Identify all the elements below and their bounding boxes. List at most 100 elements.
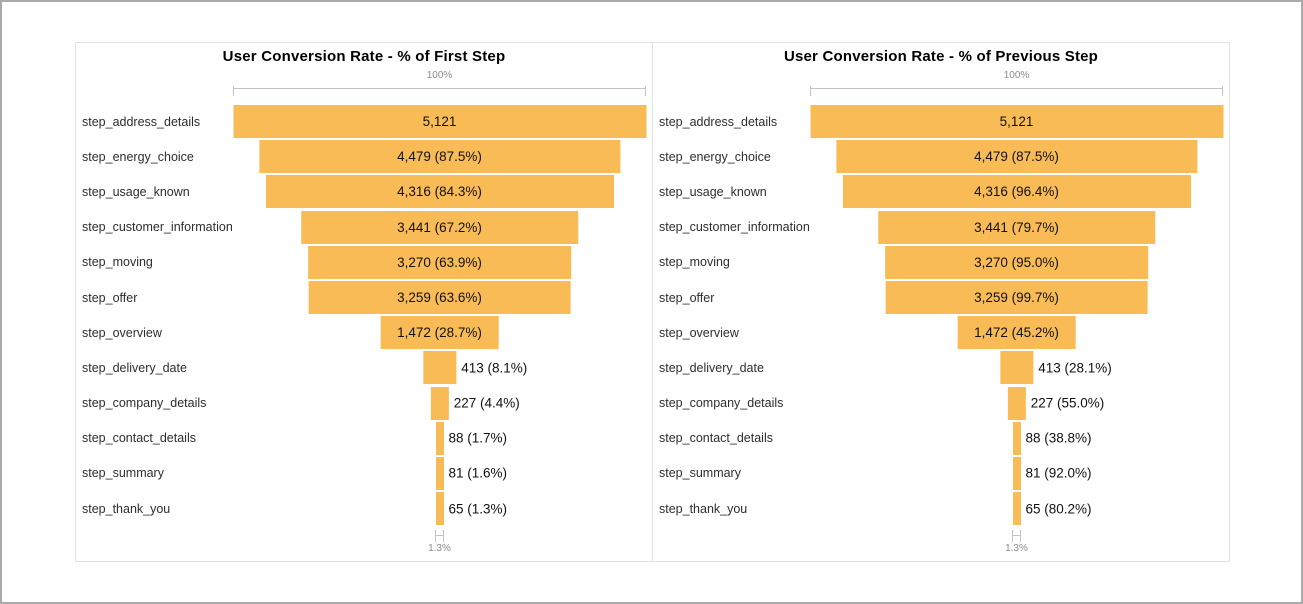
step-label: step_offer xyxy=(659,290,715,305)
bar-cell: 227 (55.0%) xyxy=(810,386,1223,420)
funnel-row: step_contact_details 88 (38.8%) xyxy=(653,421,1229,456)
bar-value: 3,259 (99.7%) xyxy=(974,289,1059,305)
step-label: step_delivery_date xyxy=(659,360,764,375)
bar-value: 4,316 (96.4%) xyxy=(974,184,1059,200)
funnel-row: step_thank_you 65 (1.3%) xyxy=(76,491,652,526)
bar-cell: 88 (1.7%) xyxy=(233,421,646,455)
funnel-row: step_moving 3,270 (63.9%) xyxy=(76,245,652,280)
funnel-bar[interactable]: 3,259 (99.7%) xyxy=(885,280,1148,314)
funnel-bar[interactable]: 3,441 (67.2%) xyxy=(300,210,579,244)
funnel-bar[interactable] xyxy=(435,421,444,455)
bar-value: 3,259 (63.6%) xyxy=(397,289,482,305)
funnel-row: step_delivery_date 413 (28.1%) xyxy=(653,350,1229,385)
funnel-bar[interactable]: 3,270 (63.9%) xyxy=(307,245,572,279)
funnel-charts-container: User Conversion Rate - % of First Step 10… xyxy=(75,42,1230,562)
top-axis-label: 100% xyxy=(1003,70,1030,81)
top-axis-label: 100% xyxy=(426,70,453,81)
funnel-bar[interactable]: 4,479 (87.5%) xyxy=(835,140,1198,174)
step-label: step_thank_you xyxy=(659,501,748,516)
bar-cell: 3,259 (99.7%) xyxy=(810,280,1223,314)
bar-cell: 413 (8.1%) xyxy=(233,351,646,385)
bar-cell: 4,479 (87.5%) xyxy=(810,140,1223,174)
funnel-row: step_overview 1,472 (45.2%) xyxy=(653,315,1229,350)
funnel-row: step_offer 3,259 (99.7%) xyxy=(653,280,1229,315)
bar-cell: 1,472 (45.2%) xyxy=(810,316,1223,350)
step-label: step_usage_known xyxy=(82,184,190,199)
funnel-row: step_summary 81 (1.6%) xyxy=(76,456,652,491)
bottom-axis: 1.3% xyxy=(233,530,646,555)
funnel-bar[interactable] xyxy=(1012,421,1021,455)
funnel-row: step_address_details 5,121 xyxy=(653,104,1229,139)
bar-cell: 3,270 (63.9%) xyxy=(233,245,646,279)
step-label: step_contact_details xyxy=(659,431,773,446)
step-label: step_address_details xyxy=(659,114,778,129)
bar-value: 1,472 (28.7%) xyxy=(397,325,482,341)
funnel-bar[interactable] xyxy=(435,492,444,526)
bar-cell: 3,259 (63.6%) xyxy=(233,280,646,314)
top-axis-line xyxy=(233,86,646,96)
funnel-bar[interactable]: 3,441 (79.7%) xyxy=(877,210,1156,244)
bar-value: 3,441 (79.7%) xyxy=(974,219,1059,235)
bar-value: 65 (80.2%) xyxy=(1025,501,1092,517)
funnel-row: step_customer_information 3,441 (67.2%) xyxy=(76,210,652,245)
funnel-row: step_customer_information 3,441 (79.7%) xyxy=(653,210,1229,245)
funnel-row: step_address_details 5,121 xyxy=(76,104,652,139)
funnel-bar[interactable]: 3,270 (95.0%) xyxy=(884,245,1149,279)
funnel-bar[interactable] xyxy=(1012,456,1021,490)
bar-cell: 81 (92.0%) xyxy=(810,456,1223,490)
bar-cell: 5,121 xyxy=(233,105,646,138)
funnel-bar[interactable] xyxy=(1007,386,1026,420)
step-label: step_energy_choice xyxy=(82,149,194,164)
bottom-axis: 1.3% xyxy=(810,530,1223,555)
funnel-bar[interactable]: 4,316 (84.3%) xyxy=(265,175,614,209)
bar-value: 413 (8.1%) xyxy=(461,360,528,376)
funnel-panel-first-step: User Conversion Rate - % of First Step 10… xyxy=(75,42,653,562)
top-axis: 100% xyxy=(810,68,1223,96)
bar-value: 88 (38.8%) xyxy=(1025,430,1092,446)
funnel-bar[interactable]: 5,121 xyxy=(233,105,646,138)
funnel-row: step_energy_choice 4,479 (87.5%) xyxy=(653,139,1229,174)
bar-cell: 1,472 (28.7%) xyxy=(233,316,646,350)
funnel-bar[interactable] xyxy=(435,456,444,490)
step-label: step_customer_information xyxy=(659,220,810,235)
funnel-bar[interactable]: 3,259 (63.6%) xyxy=(308,280,571,314)
funnel-row: step_summary 81 (92.0%) xyxy=(653,456,1229,491)
bar-cell: 4,479 (87.5%) xyxy=(233,140,646,174)
funnel-row: step_usage_known 4,316 (96.4%) xyxy=(653,174,1229,209)
top-axis: 100% xyxy=(233,68,646,96)
funnel-row: step_delivery_date 413 (8.1%) xyxy=(76,350,652,385)
funnel-panel-previous-step: User Conversion Rate - % of Previous Ste… xyxy=(652,42,1230,562)
funnel-bar[interactable]: 1,472 (45.2%) xyxy=(957,316,1076,350)
chart-title: User Conversion Rate - % of First Step xyxy=(222,48,506,65)
step-label: step_address_details xyxy=(82,114,201,129)
step-label: step_summary xyxy=(82,466,164,481)
funnel-bar[interactable]: 4,316 (96.4%) xyxy=(842,175,1191,209)
bottom-axis-bracket xyxy=(435,530,444,542)
bar-cell: 4,316 (96.4%) xyxy=(810,175,1223,209)
funnel-bar[interactable]: 4,479 (87.5%) xyxy=(258,140,621,174)
funnel-bar[interactable] xyxy=(1012,492,1021,526)
funnel-bar[interactable] xyxy=(999,351,1034,385)
bar-cell: 227 (4.4%) xyxy=(233,386,646,420)
funnel-row: step_usage_known 4,316 (84.3%) xyxy=(76,174,652,209)
top-axis-line xyxy=(810,86,1223,96)
bar-cell: 4,316 (84.3%) xyxy=(233,175,646,209)
step-label: step_delivery_date xyxy=(82,360,187,375)
step-label: step_overview xyxy=(82,325,162,340)
funnel-bar[interactable]: 5,121 xyxy=(810,105,1223,138)
bar-value: 413 (28.1%) xyxy=(1038,360,1112,376)
funnel-row: step_energy_choice 4,479 (87.5%) xyxy=(76,139,652,174)
funnel-rows: step_address_details 5,121 step_energy_cho… xyxy=(76,104,652,526)
bar-value: 3,270 (63.9%) xyxy=(397,254,482,270)
bar-value: 227 (4.4%) xyxy=(453,395,520,411)
funnel-bar[interactable] xyxy=(422,351,457,385)
step-label: step_usage_known xyxy=(659,184,767,199)
funnel-bar[interactable]: 1,472 (28.7%) xyxy=(380,316,499,350)
bar-cell: 65 (1.3%) xyxy=(233,492,646,526)
funnel-bar[interactable] xyxy=(430,386,449,420)
chart-title: User Conversion Rate - % of Previous Ste… xyxy=(783,48,1099,65)
step-label: step_company_details xyxy=(82,396,207,411)
bar-value: 4,316 (84.3%) xyxy=(397,184,482,200)
step-label: step_energy_choice xyxy=(659,149,771,164)
